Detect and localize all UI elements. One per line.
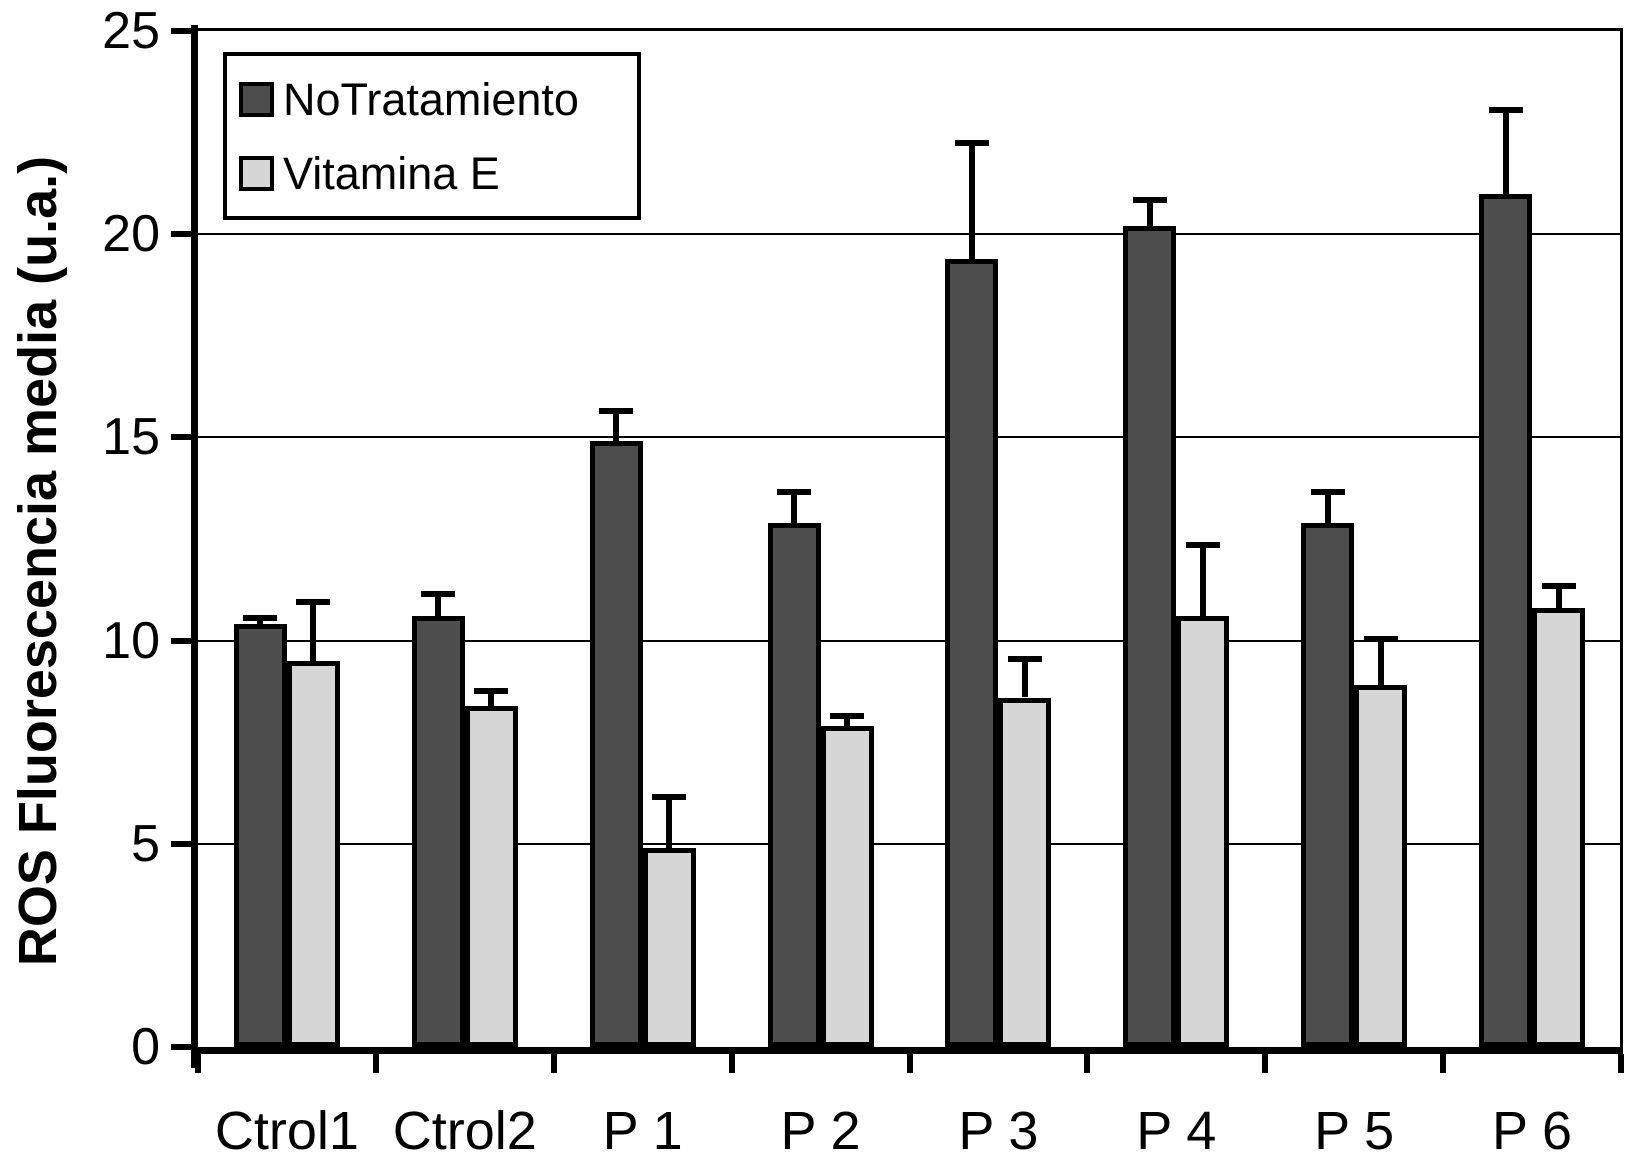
error-bar-line	[666, 799, 673, 848]
error-bar-line	[488, 693, 495, 706]
y-tick-20	[171, 231, 198, 238]
bar-Vitamina E-P 5	[1354, 685, 1408, 1047]
y-axis-line	[191, 25, 198, 1068]
x-category-label-P 3: P 3	[958, 1101, 1039, 1160]
legend-label-notratamiento: NoTratamiento	[283, 73, 579, 125]
plot-top-frame	[198, 28, 1623, 31]
plot-right-frame	[1620, 28, 1623, 1054]
bar-NoTratamiento-Ctrol1	[233, 624, 287, 1047]
error-bar-line	[310, 604, 317, 661]
bar-Vitamina E-P 6	[1532, 608, 1586, 1047]
error-bar-line	[1021, 660, 1028, 698]
bar-Vitamina E-Ctrol1	[286, 660, 340, 1047]
bar-Vitamina E-P 3	[998, 697, 1052, 1047]
legend-entry-notratamiento: NoTratamiento	[239, 77, 637, 122]
x-tick-8	[1618, 1054, 1624, 1073]
bar-Vitamina E-Ctrol2	[464, 705, 518, 1047]
error-bar-cap	[777, 489, 812, 496]
error-bar-line	[1146, 201, 1153, 227]
y-tick-label-25: 25	[102, 2, 160, 60]
x-category-label-P 6: P 6	[1492, 1101, 1573, 1160]
error-bar-cap	[1310, 489, 1345, 496]
error-bar-cap	[1488, 107, 1523, 114]
y-tick-25	[171, 28, 198, 34]
error-bar-line	[1555, 587, 1562, 609]
error-bar-cap	[599, 408, 634, 415]
y-tick-label-20: 20	[102, 205, 160, 264]
error-bar-cap	[1185, 542, 1220, 549]
bar-NoTratamiento-P 1	[589, 441, 643, 1047]
error-bar-cap	[830, 712, 865, 719]
x-tick-7	[1440, 1054, 1447, 1073]
bar-Vitamina E-P 4	[1176, 616, 1230, 1047]
error-bar-line	[791, 494, 798, 523]
error-bar-cap	[1541, 582, 1576, 589]
error-bar-line	[1324, 494, 1331, 523]
x-category-label-P 1: P 1	[602, 1101, 683, 1160]
x-category-label-Ctrol2: Ctrol2	[392, 1101, 537, 1160]
error-bar-line	[1502, 112, 1509, 194]
bar-NoTratamiento-P 4	[1123, 226, 1177, 1047]
error-bar-cap	[1132, 196, 1167, 203]
error-bar-line	[968, 144, 975, 259]
x-category-label-P 2: P 2	[780, 1101, 861, 1160]
error-bar-cap	[1363, 635, 1398, 642]
y-tick-label-5: 5	[131, 814, 160, 873]
error-bar-line	[1377, 640, 1384, 686]
gridline-20	[198, 233, 1621, 236]
legend-swatch-vitamina-e-icon	[239, 155, 274, 191]
bar-NoTratamiento-Ctrol2	[411, 616, 465, 1047]
error-bar-cap	[296, 599, 331, 606]
x-axis-line	[191, 1047, 1623, 1054]
x-category-label-P 4: P 4	[1136, 1101, 1217, 1160]
bar-NoTratamiento-P 5	[1301, 522, 1355, 1047]
gridline-15	[198, 436, 1621, 439]
error-bar-cap	[421, 590, 456, 597]
y-tick-label-0: 0	[131, 1018, 160, 1076]
y-tick-0	[171, 1044, 198, 1050]
bar-NoTratamiento-P 6	[1479, 193, 1533, 1047]
bar-NoTratamiento-P 3	[945, 258, 999, 1047]
bar-Vitamina E-P 1	[642, 847, 696, 1047]
plot-area: NoTratamiento Vitamina E	[198, 31, 1621, 1047]
error-bar-cap	[1007, 655, 1042, 662]
gridline-10	[198, 639, 1621, 642]
error-bar-cap	[474, 688, 509, 695]
legend-label-vitamina-e: Vitamina E	[283, 147, 500, 199]
legend-swatch-notratamiento-icon	[239, 81, 274, 117]
legend: NoTratamiento Vitamina E	[223, 52, 641, 220]
x-tick-5	[1084, 1054, 1091, 1073]
y-tick-label-15: 15	[102, 408, 160, 467]
gridline-5	[198, 842, 1621, 845]
x-tick-0	[195, 1054, 201, 1073]
legend-entry-vitamina-e: Vitamina E	[239, 151, 637, 196]
bar-NoTratamiento-P 2	[767, 522, 821, 1047]
error-bar-line	[257, 620, 264, 625]
error-bar-cap	[954, 139, 989, 146]
error-bar-cap	[243, 615, 278, 622]
x-category-label-Ctrol1: Ctrol1	[214, 1101, 359, 1160]
y-tick-15	[171, 434, 198, 441]
x-tick-4	[906, 1054, 913, 1073]
x-category-label-P 5: P 5	[1314, 1101, 1395, 1160]
error-bar-line	[613, 413, 620, 442]
x-tick-1	[372, 1054, 379, 1073]
x-tick-2	[550, 1054, 557, 1073]
y-tick-label-10: 10	[102, 611, 160, 670]
bar-Vitamina E-P 2	[820, 725, 874, 1047]
error-bar-line	[1199, 547, 1206, 617]
error-bar-cap	[652, 794, 687, 801]
x-tick-6	[1262, 1054, 1269, 1073]
x-tick-3	[728, 1054, 735, 1073]
error-bar-line	[844, 717, 851, 726]
y-tick-10	[171, 637, 198, 644]
error-bar-line	[435, 595, 442, 617]
y-tick-5	[171, 840, 198, 847]
